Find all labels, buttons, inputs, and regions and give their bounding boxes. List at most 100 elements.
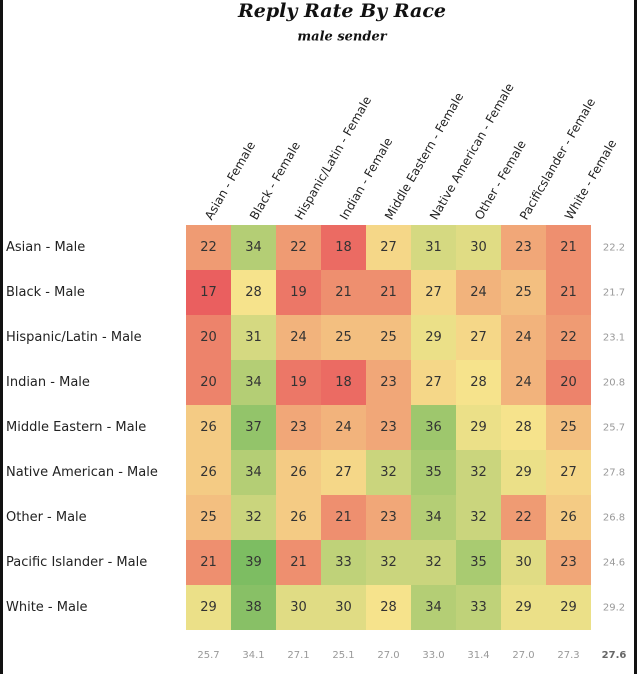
cell xyxy=(186,315,231,360)
cell xyxy=(231,360,276,405)
cell-label: 21 xyxy=(560,285,577,300)
cell-label: 22 xyxy=(200,240,217,255)
cell xyxy=(456,585,501,630)
cell xyxy=(231,405,276,450)
cell xyxy=(411,585,456,630)
cell xyxy=(321,270,366,315)
column-mean: 33.0 xyxy=(422,650,444,661)
cell-label: 35 xyxy=(425,465,442,480)
cell xyxy=(501,315,546,360)
cell xyxy=(231,585,276,630)
cell-label: 20 xyxy=(560,375,577,390)
cell-label: 27 xyxy=(470,330,487,345)
column-mean: 25.7 xyxy=(197,650,219,661)
cell xyxy=(321,540,366,585)
cell xyxy=(321,495,366,540)
cell-label: 38 xyxy=(245,600,262,615)
row-label: Other - Male xyxy=(6,510,87,525)
cell xyxy=(186,270,231,315)
cell-label: 21 xyxy=(380,285,397,300)
cell xyxy=(186,540,231,585)
cell-label: 27 xyxy=(425,375,442,390)
cell-label: 25 xyxy=(560,420,577,435)
cell xyxy=(231,270,276,315)
cell-label: 30 xyxy=(470,240,487,255)
cell-label: 35 xyxy=(470,555,487,570)
cell-label: 37 xyxy=(245,420,262,435)
cell-label: 36 xyxy=(425,420,442,435)
cell-label: 34 xyxy=(245,240,262,255)
cell-label: 25 xyxy=(335,330,352,345)
cell-label: 20 xyxy=(200,375,217,390)
cell xyxy=(231,225,276,270)
cell-label: 23 xyxy=(290,420,307,435)
frame-left xyxy=(0,0,3,674)
cell xyxy=(366,360,411,405)
cell xyxy=(501,405,546,450)
cell xyxy=(276,405,321,450)
row-mean: 23.1 xyxy=(603,333,625,344)
cell xyxy=(411,360,456,405)
row-mean: 22.2 xyxy=(603,243,625,254)
cell xyxy=(456,315,501,360)
cell-label: 20 xyxy=(200,330,217,345)
cell xyxy=(366,270,411,315)
cell-label: 25 xyxy=(200,510,217,525)
cell xyxy=(231,450,276,495)
cell-label: 21 xyxy=(335,285,352,300)
cell xyxy=(546,360,591,405)
cell-label: 31 xyxy=(245,330,262,345)
cell xyxy=(366,315,411,360)
cell xyxy=(321,315,366,360)
cell xyxy=(456,540,501,585)
cell-label: 18 xyxy=(335,240,352,255)
cell xyxy=(546,405,591,450)
cell xyxy=(501,450,546,495)
cell xyxy=(186,495,231,540)
cell-label: 18 xyxy=(335,375,352,390)
cell xyxy=(276,450,321,495)
column-mean: 31.4 xyxy=(467,650,489,661)
cell xyxy=(411,315,456,360)
cell-label: 34 xyxy=(245,375,262,390)
cell-label: 21 xyxy=(560,240,577,255)
cell-label: 23 xyxy=(515,240,532,255)
cell-label: 34 xyxy=(425,510,442,525)
cell-label: 22 xyxy=(560,330,577,345)
row-mean: 24.6 xyxy=(603,558,625,569)
cell xyxy=(321,405,366,450)
cell xyxy=(276,495,321,540)
cell xyxy=(276,540,321,585)
cell-label: 33 xyxy=(470,600,487,615)
row-label: Middle Eastern - Male xyxy=(6,420,146,435)
cell-label: 29 xyxy=(560,600,577,615)
row-label: Native American - Male xyxy=(6,465,158,480)
cell xyxy=(186,585,231,630)
chart-title: Reply Rate By Race xyxy=(237,0,446,22)
column-mean: 27.1 xyxy=(287,650,309,661)
cell-label: 22 xyxy=(290,240,307,255)
cell-label: 19 xyxy=(290,285,307,300)
cell xyxy=(186,360,231,405)
cell-label: 29 xyxy=(200,600,217,615)
cell-label: 32 xyxy=(470,510,487,525)
cell xyxy=(501,585,546,630)
cell xyxy=(231,495,276,540)
cell xyxy=(231,315,276,360)
cell-label: 29 xyxy=(470,420,487,435)
frame-right xyxy=(634,0,637,674)
cell-label: 24 xyxy=(515,330,532,345)
cell xyxy=(456,495,501,540)
cell xyxy=(321,360,366,405)
cell xyxy=(501,270,546,315)
cell-label: 24 xyxy=(290,330,307,345)
cell xyxy=(456,450,501,495)
cell xyxy=(456,270,501,315)
cell-label: 29 xyxy=(515,600,532,615)
row-label: White - Male xyxy=(6,600,88,615)
row-label: Black - Male xyxy=(6,285,85,300)
cell xyxy=(276,225,321,270)
row-label: Pacific Islander - Male xyxy=(6,555,147,570)
row-mean: 21.7 xyxy=(603,288,625,299)
